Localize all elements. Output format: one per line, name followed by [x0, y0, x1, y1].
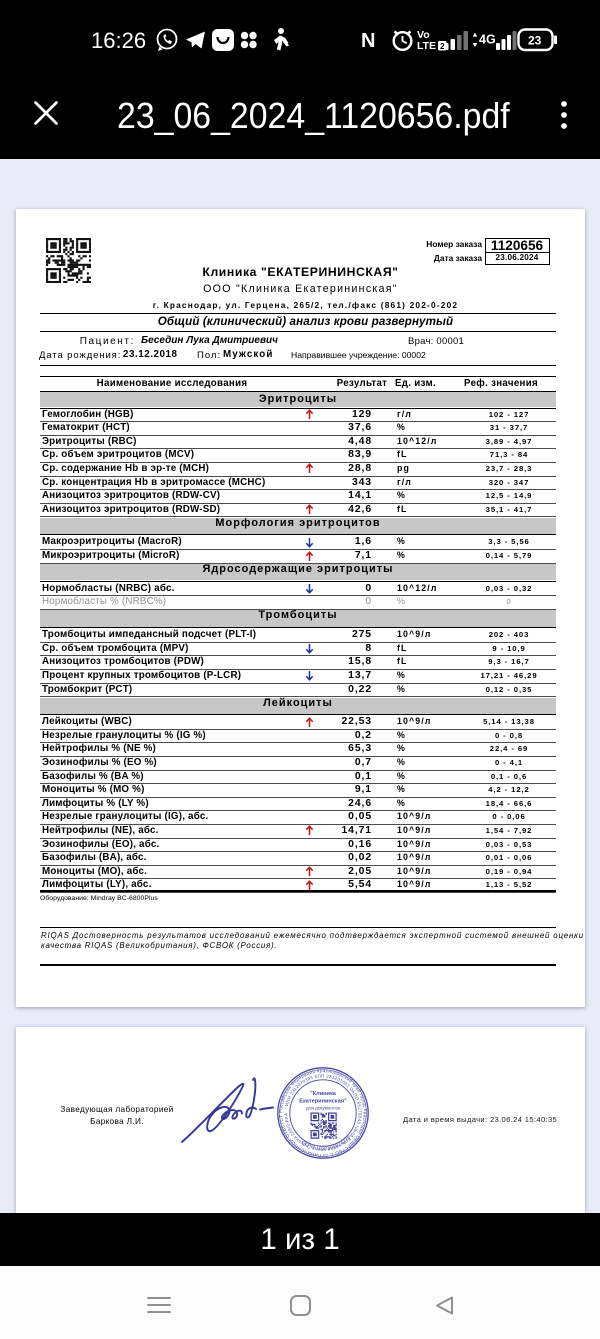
svg-text:Vo: Vo — [417, 29, 430, 41]
svg-text:для документов: для документов — [306, 1106, 341, 1111]
svg-text:N: N — [361, 30, 375, 52]
svg-text:Екатерининская": Екатерининская" — [299, 1099, 347, 1105]
svg-text:23: 23 — [528, 34, 542, 48]
svg-text:2: 2 — [440, 41, 445, 51]
svg-text:4G: 4G — [479, 33, 496, 47]
svg-text:LTE: LTE — [417, 40, 436, 52]
svg-text:"Клиника: "Клиника — [310, 1091, 337, 1097]
